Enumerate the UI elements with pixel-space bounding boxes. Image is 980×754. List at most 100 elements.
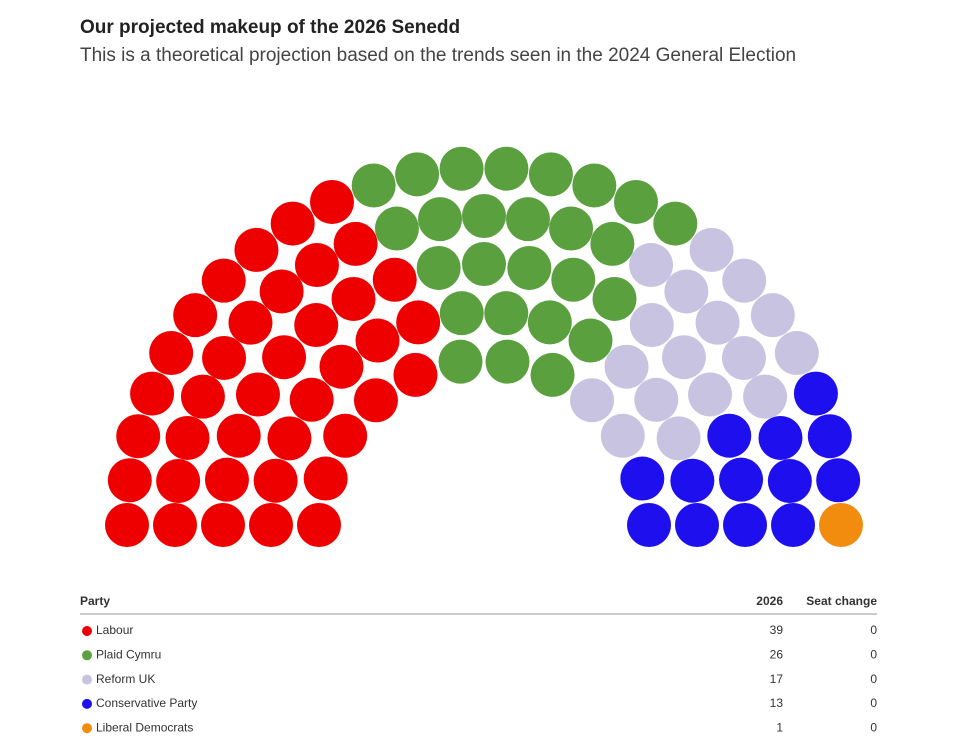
seat (353, 378, 398, 423)
seat (689, 227, 734, 272)
legend-dot (82, 723, 92, 734)
seat (816, 458, 861, 503)
seat (228, 300, 273, 345)
seat (653, 201, 698, 246)
seat (572, 163, 617, 208)
seat (201, 258, 246, 303)
seat (202, 335, 247, 380)
seat-count: 39 (770, 623, 784, 637)
seat (661, 335, 706, 380)
seat (722, 258, 767, 303)
seat (303, 456, 348, 501)
table-header: 2026 (756, 594, 783, 608)
seat (767, 459, 812, 504)
seat (439, 146, 484, 191)
seat (107, 458, 152, 503)
seat (568, 318, 613, 363)
chart-title: Our projected makeup of the 2026 Senedd (80, 17, 460, 38)
seat (235, 372, 280, 417)
seat (721, 335, 766, 380)
seat (438, 339, 483, 384)
seat-change: 0 (870, 720, 877, 734)
seat (165, 415, 210, 460)
legend-dot (82, 650, 92, 661)
seat (551, 257, 596, 302)
seat (393, 352, 438, 397)
seat (771, 503, 815, 547)
seat (395, 152, 440, 197)
table-header: Seat change (806, 594, 877, 608)
seat (253, 458, 298, 503)
seat (688, 372, 733, 417)
seat (675, 503, 719, 547)
seat (507, 245, 552, 290)
seat (549, 206, 594, 251)
seat (234, 227, 279, 272)
seat (418, 197, 463, 242)
seat (396, 300, 441, 345)
seat (153, 503, 197, 547)
table-header: Party (80, 594, 110, 608)
seat (323, 413, 368, 458)
seat (505, 197, 550, 242)
seat (149, 331, 194, 376)
seat (570, 378, 615, 423)
seat (116, 414, 161, 459)
seat (527, 300, 572, 345)
seat (204, 457, 249, 502)
seat (297, 503, 341, 547)
legend-dot (82, 674, 92, 685)
seat (331, 276, 376, 321)
seat (319, 344, 364, 389)
seat (750, 293, 795, 338)
seat (484, 291, 529, 336)
seat (485, 339, 530, 384)
seat (629, 243, 674, 288)
seat (530, 352, 575, 397)
seat (819, 503, 863, 547)
seat (664, 269, 709, 314)
seat (289, 377, 334, 422)
seat (656, 416, 701, 461)
legend-dot (82, 626, 92, 636)
seat (439, 291, 484, 336)
party-name: Plaid Cymru (96, 647, 161, 661)
party-name: Labour (96, 623, 133, 637)
seat (294, 243, 339, 288)
seat (201, 503, 245, 547)
legend-dot (82, 698, 92, 709)
seat (259, 269, 304, 314)
seat (627, 503, 671, 547)
seat (416, 245, 461, 290)
seat (707, 413, 752, 458)
party-name: Conservative Party (96, 696, 197, 710)
seat (774, 331, 819, 376)
seat (670, 458, 715, 503)
seat (634, 377, 679, 422)
seat (743, 374, 788, 419)
seat-change: 0 (870, 696, 877, 710)
seat (807, 414, 852, 459)
seat-count: 26 (770, 647, 784, 661)
seat (216, 413, 261, 458)
seat (695, 300, 740, 345)
seat-change: 0 (870, 672, 877, 686)
seat (294, 303, 339, 348)
seat (590, 221, 635, 266)
seat (105, 503, 149, 547)
seat (180, 374, 225, 419)
seat (173, 293, 218, 338)
seat-count: 1 (776, 720, 783, 734)
seat (604, 344, 649, 389)
seat (614, 179, 659, 224)
party-name: Reform UK (96, 672, 155, 686)
seat (130, 371, 175, 416)
seat (723, 503, 767, 547)
seat (528, 152, 573, 197)
seat (462, 194, 506, 238)
seat-change: 0 (870, 647, 877, 661)
seat (374, 206, 419, 251)
seat (267, 416, 312, 461)
seat (309, 179, 354, 224)
